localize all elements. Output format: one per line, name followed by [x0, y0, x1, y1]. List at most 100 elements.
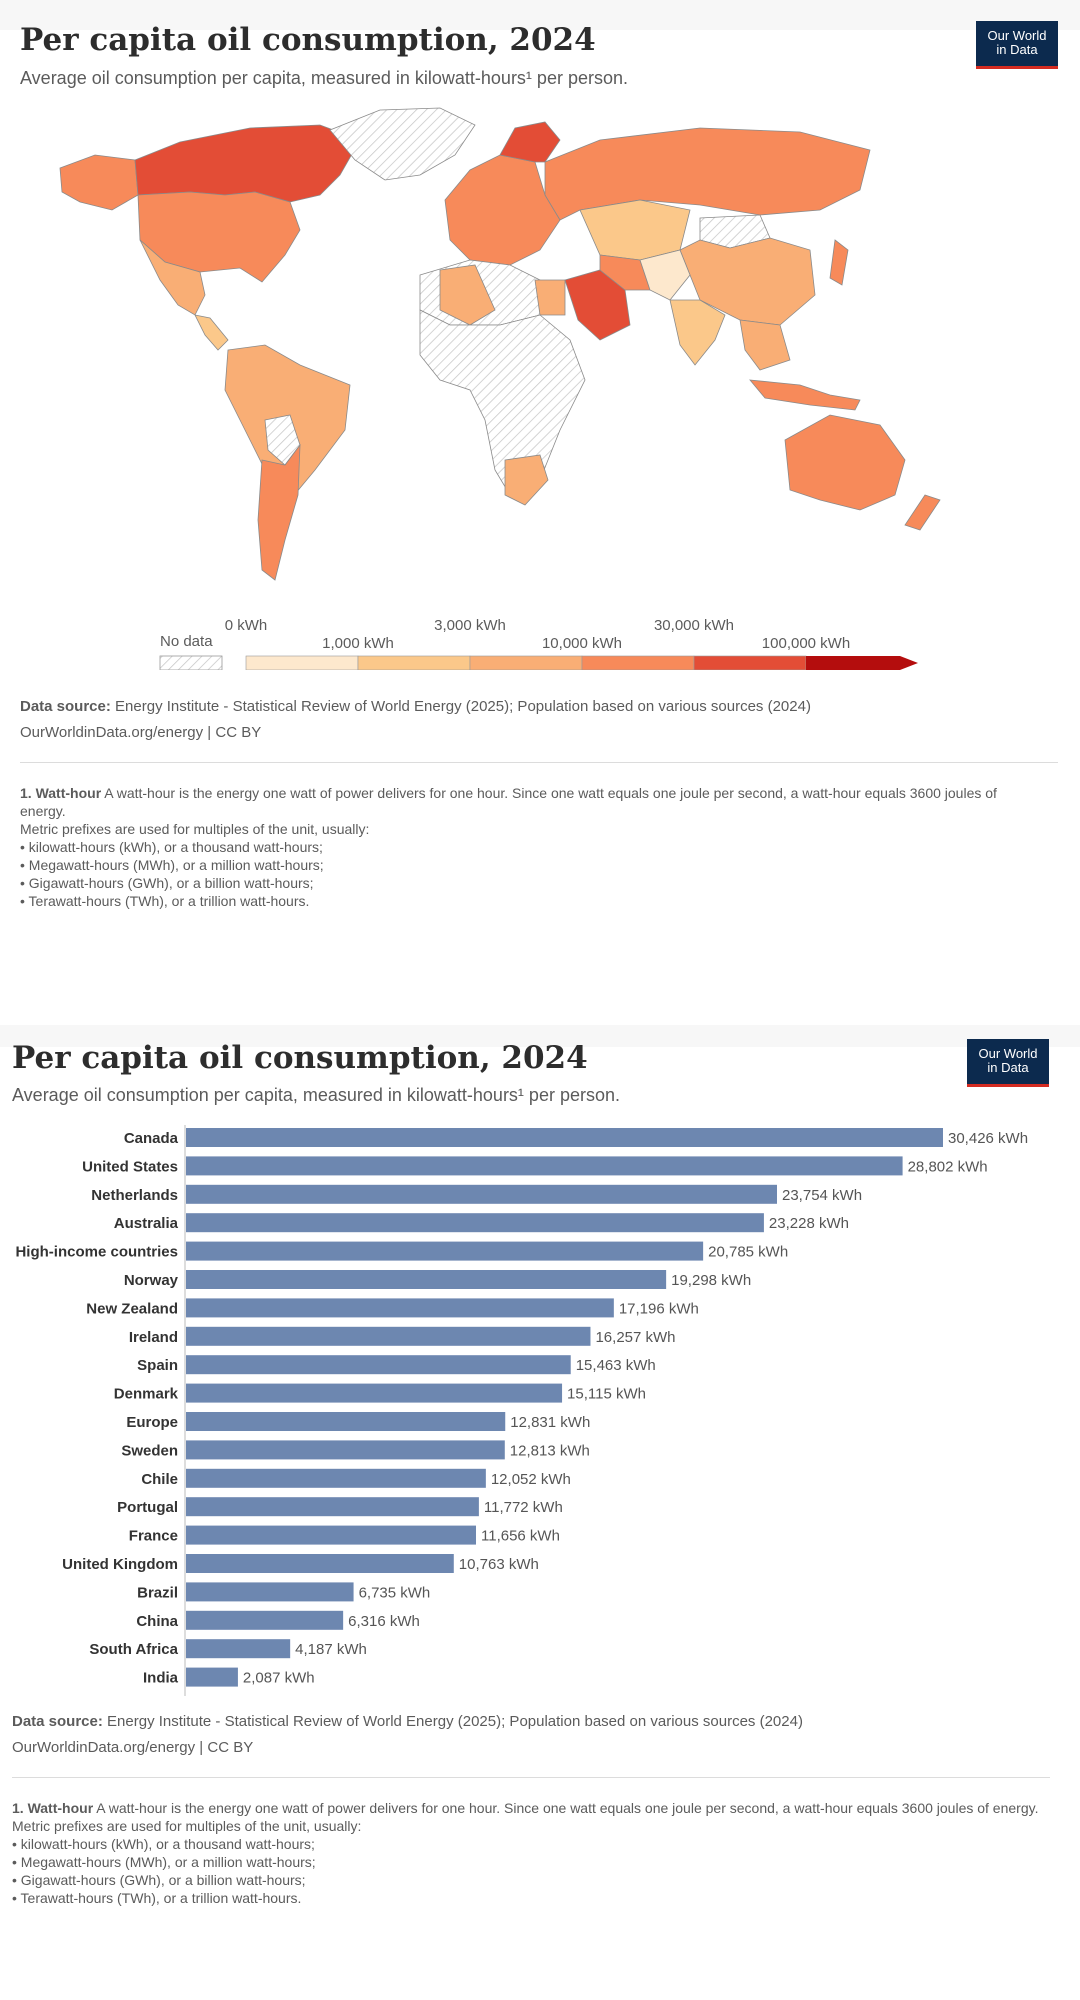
bar[interactable]: [186, 1383, 563, 1403]
map-region-iran[interactable]: [599, 254, 651, 291]
bar-value-label: 12,831 kWh: [510, 1414, 590, 1431]
source-link[interactable]: OurWorldinData.org/energy | CC BY: [20, 724, 262, 741]
map-region-southeast-asia[interactable]: [739, 319, 791, 371]
map-region-south-africa[interactable]: [504, 454, 549, 506]
bar-value-label: 10,763 kWh: [459, 1556, 539, 1573]
map-region-greenland[interactable]: [329, 107, 476, 181]
footnote-title: 1. Watt-hour: [12, 1800, 94, 1816]
legend-tick-0: 0 kWh: [225, 617, 268, 634]
bar-chart: Canada 30,426 kWh United States 28,802 kWh N…: [15, 1125, 1028, 1696]
bar-category-label: India: [143, 1670, 179, 1687]
owid-logo[interactable]: Our World in Data: [976, 21, 1058, 69]
map-region-new-zealand[interactable]: [904, 494, 941, 531]
map-region-egypt[interactable]: [534, 279, 566, 316]
bar[interactable]: [186, 1525, 477, 1545]
bar-value-label: 11,772 kWh: [484, 1499, 563, 1516]
bar-value-label: 30,426 kWh: [948, 1130, 1028, 1147]
bar[interactable]: [186, 1468, 486, 1488]
legend-tick-100000: 100,000 kWh: [762, 635, 850, 652]
legend-bin-5[interactable]: [806, 656, 918, 670]
bar[interactable]: [186, 1156, 903, 1176]
map-region-algeria[interactable]: [439, 264, 496, 326]
bar[interactable]: [186, 1497, 479, 1517]
bar-category-label: Australia: [114, 1215, 179, 1232]
bar-value-label: 23,228 kWh: [769, 1215, 849, 1232]
footnote-title: 1. Watt-hour: [20, 785, 102, 801]
map-panel: Per capita oil consumption, 2024 Average…: [0, 0, 1080, 909]
map-region-alaska[interactable]: [59, 154, 139, 211]
bar[interactable]: [186, 1639, 291, 1659]
footnote-item: • Gigawatt-hours (GWh), or a billion wat…: [12, 1872, 306, 1888]
map-region-canada[interactable]: [134, 124, 361, 203]
bar[interactable]: [186, 1610, 344, 1630]
bar[interactable]: [186, 1554, 454, 1573]
footnote-item: • Megawatt-hours (MWh), or a million wat…: [12, 1854, 316, 1870]
bar-category-label: Europe: [126, 1414, 178, 1431]
bar[interactable]: [186, 1184, 778, 1204]
footnote-intro: Metric prefixes are used for multiples o…: [20, 821, 370, 837]
legend-bin-2[interactable]: [469, 655, 583, 670]
data-source: Data source: Energy Institute - Statisti…: [20, 698, 811, 715]
bar-category-label: United States: [82, 1158, 178, 1175]
page-subtitle: Average oil consumption per capita, meas…: [20, 68, 628, 88]
map-region-africa-central[interactable]: [419, 309, 586, 496]
bar-value-label: 20,785 kWh: [708, 1244, 788, 1261]
map-region-russia[interactable]: [544, 127, 871, 221]
legend-bin-3[interactable]: [581, 655, 695, 670]
bar-category-label: United Kingdom: [62, 1556, 178, 1573]
bar-value-label: 23,754 kWh: [782, 1187, 862, 1204]
bar-category-label: Canada: [124, 1130, 179, 1147]
bar[interactable]: [186, 1270, 667, 1289]
footnote: 1. Watt-hour A watt-hour is the energy o…: [12, 1799, 1042, 1907]
legend-no-data-label: No data: [160, 633, 213, 650]
bar[interactable]: [186, 1412, 506, 1431]
legend-tick-3000: 3,000 kWh: [434, 617, 506, 634]
bar-category-label: South Africa: [89, 1641, 178, 1658]
legend-no-data-swatch[interactable]: [159, 655, 223, 670]
map-region-china[interactable]: [679, 237, 816, 326]
legend-bin-1[interactable]: [357, 655, 471, 670]
map-region-pakistan[interactable]: [639, 249, 691, 301]
footnote-text: A watt-hour is the energy one watt of po…: [93, 1800, 1039, 1816]
legend-bin-0[interactable]: [245, 655, 359, 670]
bar[interactable]: [186, 1326, 591, 1346]
map-region-australia[interactable]: [784, 414, 906, 511]
map-region-central-america[interactable]: [194, 314, 229, 351]
bar[interactable]: [186, 1128, 943, 1147]
bar[interactable]: [186, 1440, 505, 1460]
legend-bin-4[interactable]: [693, 655, 807, 670]
footnote-item: • kilowatt-hours (kWh), or a thousand wa…: [20, 839, 323, 855]
map-region-europe[interactable]: [444, 154, 561, 266]
map-region-central-asia[interactable]: [579, 199, 691, 261]
owid-logo[interactable]: Our World in Data: [967, 1039, 1049, 1087]
divider: [20, 762, 1058, 763]
bar[interactable]: [186, 1667, 238, 1687]
bar[interactable]: [186, 1298, 614, 1318]
map-region-indonesia[interactable]: [749, 379, 861, 411]
map-legend: No data 0 kWh 3,000 kWh 30,000 kWh 1,000…: [159, 617, 918, 670]
top-strip: [0, 0, 1080, 30]
bar[interactable]: [186, 1355, 571, 1375]
footnote-intro: Metric prefixes are used for multiples o…: [12, 1818, 362, 1834]
bar[interactable]: [186, 1241, 704, 1261]
world-map: [59, 107, 941, 581]
map-region-india[interactable]: [669, 299, 726, 366]
source-link[interactable]: OurWorldinData.org/energy | CC BY: [12, 1739, 254, 1756]
bar-category-label: Sweden: [121, 1442, 178, 1459]
bar-category-label: Netherlands: [91, 1187, 178, 1204]
footnote-text: A watt-hour is the energy one watt of po…: [20, 785, 997, 819]
logo-line-2: in Data: [996, 42, 1038, 57]
bar-value-label: 16,257 kWh: [595, 1329, 675, 1346]
bar-value-label: 11,656 kWh: [481, 1528, 560, 1545]
bar-value-label: 15,115 kWh: [567, 1386, 646, 1403]
bar-value-label: 17,196 kWh: [619, 1300, 699, 1317]
map-region-scandinavia[interactable]: [499, 121, 561, 163]
map-region-mexico[interactable]: [139, 239, 206, 316]
bar-category-label: Spain: [137, 1357, 178, 1374]
bar[interactable]: [186, 1213, 764, 1233]
bar[interactable]: [186, 1582, 354, 1602]
map-region-japan[interactable]: [829, 239, 849, 286]
data-source-text: Energy Institute - Statistical Review of…: [110, 698, 811, 715]
map-region-argentina-chile[interactable]: [257, 443, 301, 581]
legend-tick-1000: 1,000 kWh: [322, 635, 394, 652]
